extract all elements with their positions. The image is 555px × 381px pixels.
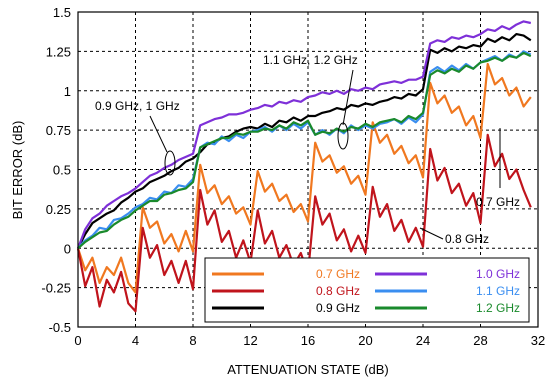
legend-label: 0.9 GHz <box>316 301 360 315</box>
series-line-0-7-ghz <box>76 62 532 294</box>
y-tick-label: 0.25 <box>46 202 71 217</box>
x-tick-label: 4 <box>132 333 139 348</box>
plot-frame <box>77 11 539 328</box>
x-tick-label: 0 <box>74 333 81 348</box>
annotation-1-1-1-2-ghz-leader <box>342 69 354 126</box>
annotation-0-9-1-ghz-leader <box>149 115 168 153</box>
legend-label: 1.0 GHz <box>476 267 520 281</box>
y-tick-label: 1 <box>64 84 71 99</box>
annotation-0-9-1-ghz: 0.9 GHz, 1 GHz <box>95 99 180 113</box>
y-tick-label: -0.5 <box>49 320 71 335</box>
x-tick-label: 8 <box>189 333 196 348</box>
y-tick-label: 1.25 <box>46 44 71 59</box>
y-tick-label: 0.5 <box>53 163 71 178</box>
y-tick-labels: -0.5 -0.25 0 0.25 0.5 0.75 1 1.25 1.5 <box>41 5 71 335</box>
legend-label: 0.8 GHz <box>316 284 360 298</box>
x-axis-label: ATTENUATION STATE (dB) <box>227 362 389 377</box>
series-line-1-0-ghz <box>76 20 532 249</box>
series-line-0-9-ghz <box>77 32 532 249</box>
legend-label: 1.1 GHz <box>476 284 520 298</box>
y-axis-label: BIT ERROR (dB) <box>10 121 25 220</box>
legend: 0.7 GHz 1.0 GHz 0.8 GHz 1.1 GHz 0.9 GHz 1.2 G… <box>204 257 530 323</box>
legend-label: 1.2 GHz <box>476 301 520 315</box>
series-line-1-1-ghz <box>77 50 532 250</box>
annotation-1-1-1-2-ghz-ellipse <box>337 122 349 150</box>
x-tick-labels: 0 4 8 12 16 20 24 28 32 <box>74 333 545 348</box>
x-tick-label: 16 <box>301 333 315 348</box>
y-tick-label: 0.75 <box>46 123 71 138</box>
legend-label: 0.7 GHz <box>316 267 360 281</box>
plot-border <box>77 11 539 328</box>
y-tick-label: -0.25 <box>41 281 71 296</box>
annotation-0-9-1-ghz-ellipse <box>164 150 176 176</box>
annotation-0-8-ghz: 0.8 GHz <box>445 232 489 246</box>
x-tick-label: 20 <box>358 333 372 348</box>
y-tick-label: 1.5 <box>53 5 71 20</box>
x-tick-label: 28 <box>473 333 487 348</box>
annotation-0-7-ghz: 0.7 GHz <box>476 195 520 209</box>
x-tick-label: 12 <box>243 333 257 348</box>
series-line-1-2-ghz <box>77 51 532 250</box>
y-tick-label: 0 <box>64 241 71 256</box>
annotation-1-1-1-2-ghz: 1.1 GHz, 1.2 GHz <box>263 53 358 67</box>
x-tick-label: 24 <box>416 333 430 348</box>
x-tick-label: 32 <box>531 333 545 348</box>
annotations: 1.1 GHz, 1.2 GHz 0.9 GHz, 1 GHz 0.7 GHz … <box>95 53 520 246</box>
annotation-0-8-ghz-leader <box>419 227 444 240</box>
